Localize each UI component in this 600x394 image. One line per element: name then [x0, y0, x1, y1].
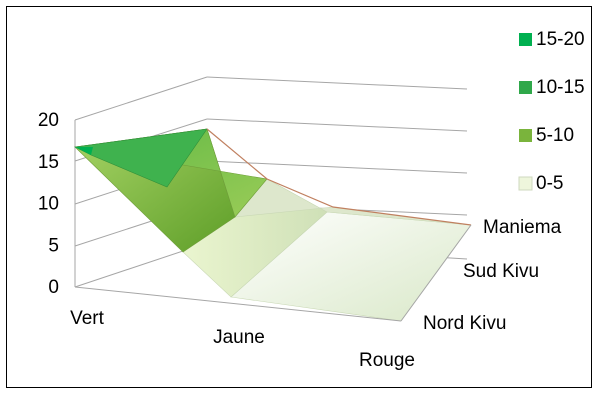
surface-top-left: [75, 147, 93, 155]
x-axis-line: [74, 286, 402, 322]
back-gridline-10: [206, 160, 468, 174]
z-tick-label: 5: [48, 235, 59, 256]
legend-swatch: [519, 81, 532, 94]
legend-label: 0-5: [536, 173, 563, 194]
legend: 15-20 10-15 5-10 0-5: [518, 29, 585, 194]
x-tick-label: Jaune: [213, 327, 265, 348]
legend-swatch: [519, 129, 532, 142]
x-tick-label: Rouge: [359, 350, 415, 371]
z-tick-labels: 0 5 10 15 20: [38, 110, 59, 298]
depth-tick-label: Sud Kivu: [463, 261, 539, 282]
legend-label: 15-20: [536, 29, 585, 50]
depth-tick-label: Nord Kivu: [423, 313, 506, 334]
chart-frame: 0 5 10 15 20 Vert Jaune Rouge Nord Kivu Sud Kiv…: [6, 6, 592, 388]
surface-chart: 0 5 10 15 20 Vert Jaune Rouge Nord Kivu Sud Kiv…: [38, 29, 585, 371]
depth-tick-label: Maniema: [483, 217, 562, 238]
legend-swatch: [518, 176, 533, 191]
depth-axis-line: [400, 224, 472, 322]
legend-swatch: [519, 33, 532, 46]
x-tick-labels: Vert Jaune Rouge: [70, 308, 415, 371]
gridline-20: [74, 76, 208, 121]
surface-mesh: [73, 128, 472, 322]
surface-rear-edge: [206, 128, 472, 226]
legend-label: 10-15: [536, 77, 585, 98]
x-tick-label: Vert: [70, 308, 105, 329]
z-tick-label: 10: [38, 194, 59, 215]
z-tick-label: 15: [38, 152, 59, 173]
z-tick-label: 20: [38, 110, 59, 131]
floor-axes: [74, 224, 472, 322]
back-gridline-20: [206, 76, 468, 90]
depth-tick-labels: Nord Kivu Sud Kivu Maniema: [423, 217, 562, 334]
back-gridline-15: [206, 118, 468, 132]
z-tick-label: 0: [48, 277, 59, 298]
legend-label: 5-10: [536, 125, 574, 146]
